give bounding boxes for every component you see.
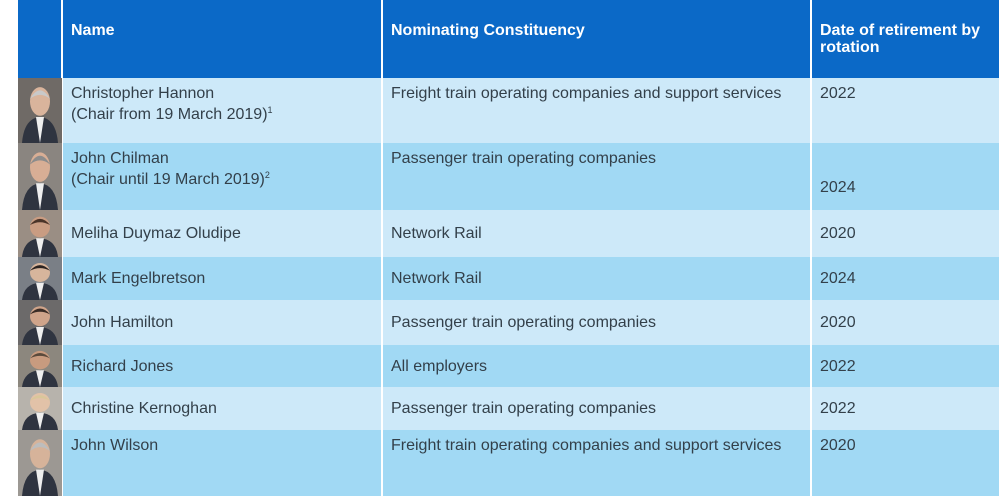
photo bbox=[18, 430, 62, 496]
table-row: Meliha Duymaz Oludipe Network Rail 2020 bbox=[18, 210, 999, 257]
board-table: Name Nominating Constituency Date of ret… bbox=[18, 0, 999, 496]
table-row: Richard Jones All employers 2022 bbox=[18, 345, 999, 387]
member-name: Richard Jones bbox=[71, 357, 174, 375]
chair-note: (Chair from 19 March 2019)1 bbox=[71, 104, 375, 125]
name-cell: Christopher Hannon (Chair from 19 March 2… bbox=[61, 78, 382, 143]
photo-cell bbox=[18, 345, 62, 387]
photo-cell bbox=[18, 387, 62, 430]
photo bbox=[18, 387, 62, 430]
header-cell: Nominating Constituency bbox=[381, 0, 811, 78]
header-cell: Name bbox=[61, 0, 382, 78]
photo-cell bbox=[18, 300, 62, 345]
date-cell: 2022 bbox=[810, 78, 999, 143]
date-cell: 2022 bbox=[810, 345, 999, 387]
photo-cell bbox=[18, 257, 62, 300]
table-row: Christine Kernoghan Passenger train opera… bbox=[18, 387, 999, 430]
constituency-cell: Passenger train operating companies bbox=[381, 143, 811, 210]
constituency-cell: Network Rail bbox=[381, 257, 811, 300]
table-row: Mark Engelbretson Network Rail 2024 bbox=[18, 257, 999, 300]
table-body: Christopher Hannon (Chair from 19 March 2… bbox=[18, 78, 999, 496]
date-cell: 2024 bbox=[810, 143, 999, 210]
header-cell: Date of retirement by rotation bbox=[810, 0, 999, 78]
table: Name Nominating Constituency Date of ret… bbox=[18, 0, 999, 496]
photo bbox=[18, 257, 62, 300]
table-row: John Chilman (Chair until 19 March 2019)2… bbox=[18, 143, 999, 210]
photo-cell bbox=[18, 78, 62, 143]
constituency-cell: Freight train operating companies and su… bbox=[381, 78, 811, 143]
photo bbox=[18, 210, 62, 257]
table-row: John Hamilton Passenger train operating c… bbox=[18, 300, 999, 345]
name-cell: John Hamilton bbox=[61, 300, 382, 345]
chair-note: (Chair until 19 March 2019)2 bbox=[71, 169, 375, 190]
member-name: John Chilman bbox=[71, 150, 169, 167]
name-cell: John Chilman (Chair until 19 March 2019)2 bbox=[61, 143, 382, 210]
header-row: Name Nominating Constituency Date of ret… bbox=[18, 0, 999, 78]
name-cell: Richard Jones bbox=[61, 345, 382, 387]
name-cell: John Wilson bbox=[61, 430, 382, 496]
footnote-ref: 1 bbox=[267, 105, 273, 115]
constituency-cell: Passenger train operating companies bbox=[381, 387, 811, 430]
constituency-cell: All employers bbox=[381, 345, 811, 387]
date-cell: 2020 bbox=[810, 430, 999, 496]
member-name: John Wilson bbox=[71, 437, 159, 454]
date-cell: 2024 bbox=[810, 257, 999, 300]
date-cell: 2020 bbox=[810, 300, 999, 345]
constituency-cell: Network Rail bbox=[381, 210, 811, 257]
constituency-cell: Freight train operating companies and su… bbox=[381, 430, 811, 496]
name-cell: Meliha Duymaz Oludipe bbox=[61, 210, 382, 257]
photo-cell bbox=[18, 210, 62, 257]
date-cell: 2020 bbox=[810, 210, 999, 257]
photo-header bbox=[18, 0, 62, 78]
photo-cell bbox=[18, 430, 62, 496]
footnote-ref: 2 bbox=[264, 170, 270, 180]
photo-cell bbox=[18, 143, 62, 210]
photo bbox=[18, 143, 62, 210]
constituency-cell: Passenger train operating companies bbox=[381, 300, 811, 345]
member-name: Meliha Duymaz Oludipe bbox=[71, 225, 241, 242]
photo bbox=[18, 300, 62, 345]
member-name: Christine Kernoghan bbox=[71, 400, 217, 417]
date-cell: 2022 bbox=[810, 387, 999, 430]
photo bbox=[18, 78, 62, 143]
note-text: (Chair from 19 March 2019) bbox=[71, 106, 268, 123]
table-row: John Wilson Freight train operating compa… bbox=[18, 430, 999, 496]
member-name: Mark Engelbretson bbox=[71, 270, 206, 287]
member-name: John Hamilton bbox=[71, 314, 174, 331]
member-name: Christopher Hannon bbox=[71, 85, 215, 102]
name-cell: Christine Kernoghan bbox=[61, 387, 382, 430]
note-text: (Chair until 19 March 2019) bbox=[71, 171, 265, 188]
table-row: Christopher Hannon (Chair from 19 March 2… bbox=[18, 78, 999, 143]
name-cell: Mark Engelbretson bbox=[61, 257, 382, 300]
photo bbox=[18, 345, 62, 387]
